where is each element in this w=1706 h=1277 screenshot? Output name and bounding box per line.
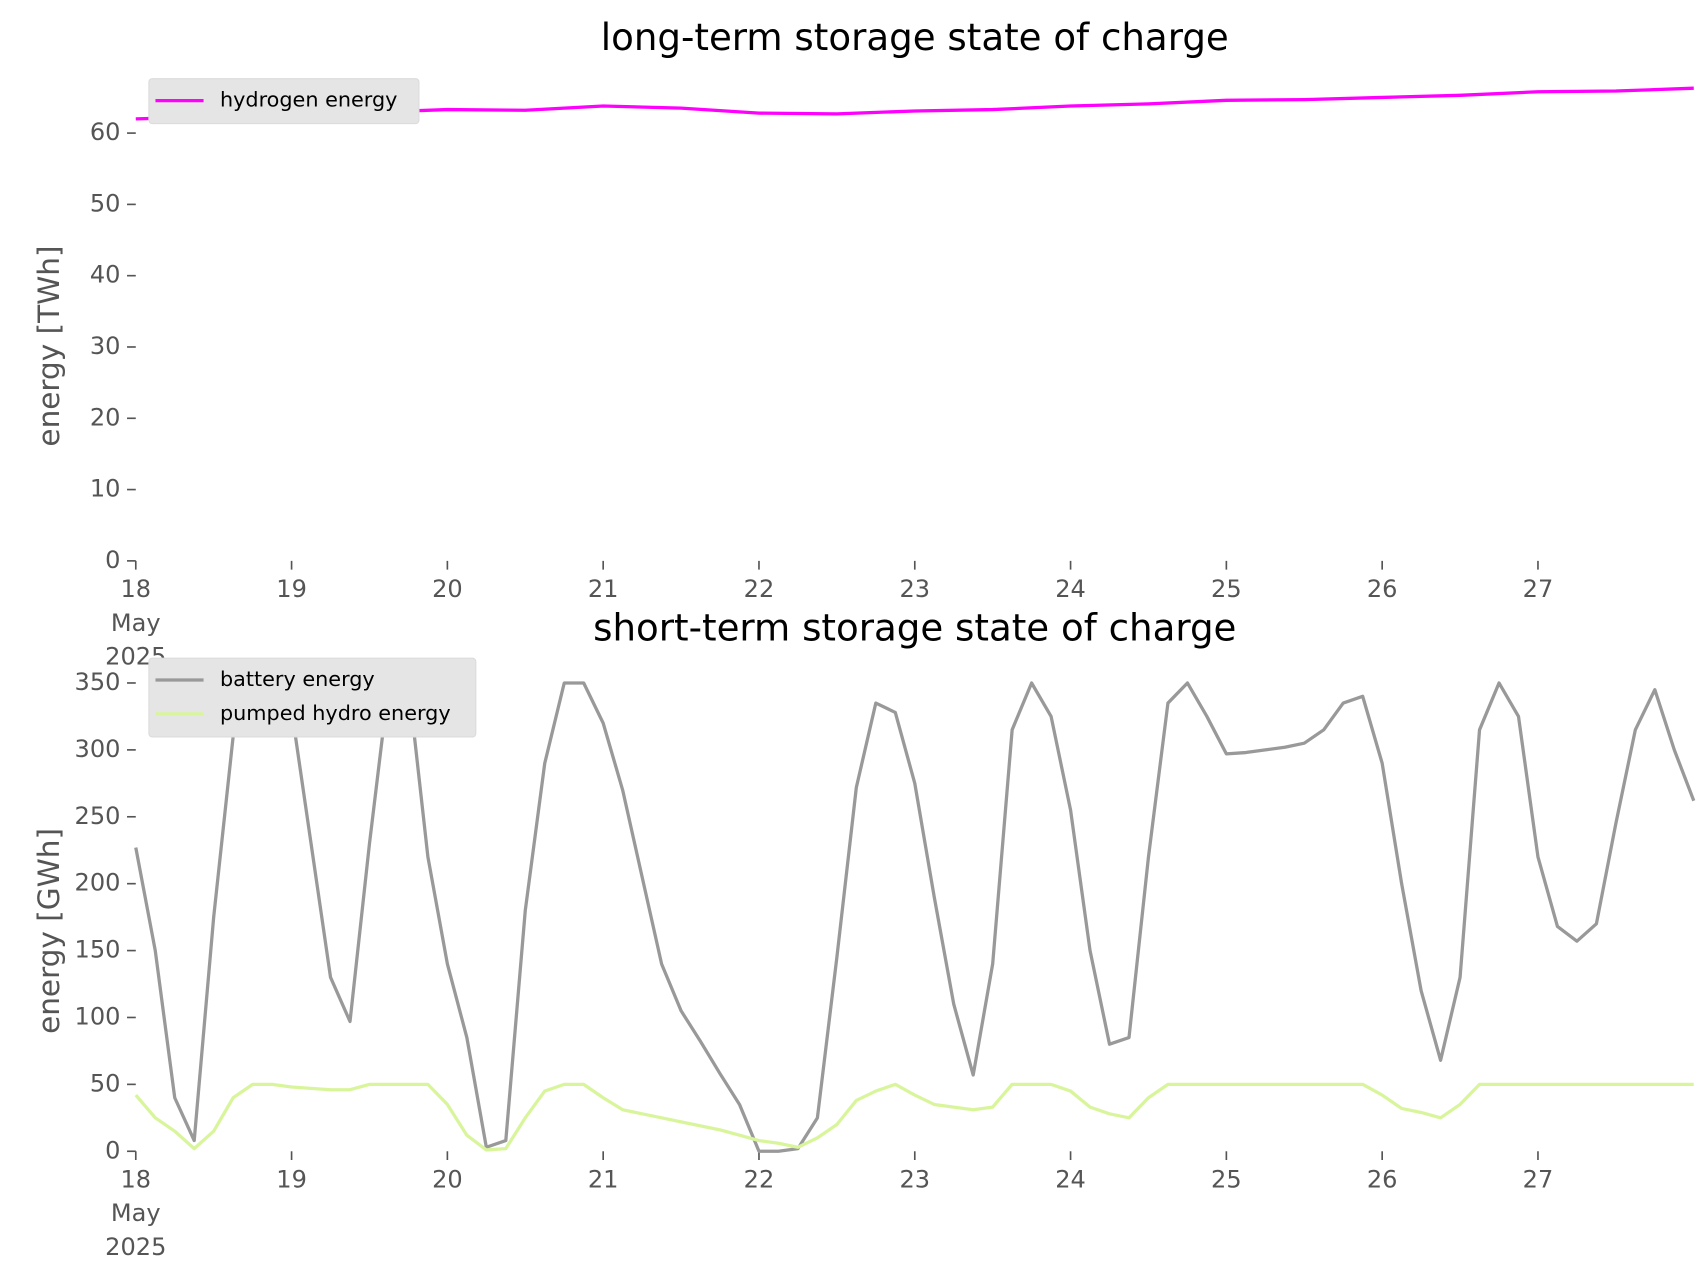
y-tick-label: 200 bbox=[75, 869, 121, 897]
y-tick-label: 100 bbox=[75, 1002, 121, 1030]
y-tick-label: 250 bbox=[75, 802, 121, 830]
legend-label: pumped hydro energy bbox=[220, 701, 451, 725]
y-tick-label: 20 bbox=[90, 403, 121, 431]
legend-box bbox=[148, 657, 477, 738]
chart-title: short-term storage state of charge bbox=[593, 605, 1236, 649]
x-tick-label: 22 bbox=[744, 1165, 775, 1193]
y-tick-label: 50 bbox=[90, 189, 121, 217]
legend: battery energy pumped hydro energy bbox=[148, 657, 477, 738]
legend: hydrogen energy bbox=[148, 78, 420, 125]
x-tick-label: 25 bbox=[1211, 575, 1242, 603]
subplot: short-term storage state of charge energy… bbox=[32, 605, 1696, 1261]
x-tick-label: 24 bbox=[1055, 575, 1086, 603]
x-tick-label: 26 bbox=[1367, 1165, 1398, 1193]
x-tick-label: 25 bbox=[1211, 1165, 1242, 1193]
legend-box bbox=[148, 78, 420, 125]
x-tick-label: 27 bbox=[1523, 575, 1554, 603]
x-tick-label: 27 bbox=[1523, 1165, 1554, 1193]
legend-label: battery energy bbox=[220, 667, 375, 691]
x-tick-label: 23 bbox=[899, 1165, 930, 1193]
x-tick-label: 22 bbox=[744, 575, 775, 603]
legend-label: hydrogen energy bbox=[220, 88, 397, 112]
x-tick-label: 20 bbox=[432, 575, 463, 603]
y-tick-label: 30 bbox=[90, 332, 121, 360]
y-tick-label: 50 bbox=[90, 1069, 121, 1097]
series-line bbox=[134, 1082, 1694, 1152]
x-tick-label: 19 bbox=[276, 575, 307, 603]
x-tick-label: 24 bbox=[1055, 1165, 1086, 1193]
y-axis-label: energy [TWh] bbox=[32, 245, 66, 446]
y-tick-label: 300 bbox=[75, 735, 121, 763]
chart-title: long-term storage state of charge bbox=[601, 15, 1229, 59]
y-axis-label: energy [GWh] bbox=[32, 828, 66, 1034]
y-tick-label: 60 bbox=[90, 118, 121, 146]
x-tick-label: 20 bbox=[432, 1165, 463, 1193]
x-tick-label: 21 bbox=[588, 1165, 619, 1193]
x-tick-label: 23 bbox=[899, 575, 930, 603]
series-line bbox=[134, 681, 1696, 1153]
y-tick-label: 350 bbox=[75, 668, 121, 696]
y-tick-label: 0 bbox=[105, 1136, 120, 1164]
x-tick-label: 26 bbox=[1367, 575, 1398, 603]
x-tick-label: 18 May 2025 bbox=[105, 1165, 166, 1261]
x-tick-label: 21 bbox=[588, 575, 619, 603]
subplot: long-term storage state of charge energy … bbox=[32, 15, 1694, 671]
x-tick-label: 19 bbox=[276, 1165, 307, 1193]
y-tick-label: 40 bbox=[90, 261, 121, 289]
y-tick-label: 150 bbox=[75, 936, 121, 964]
y-tick-label: 10 bbox=[90, 475, 121, 503]
y-tick-label: 0 bbox=[105, 546, 120, 574]
x-tick-label: 18 May 2025 bbox=[105, 575, 166, 671]
